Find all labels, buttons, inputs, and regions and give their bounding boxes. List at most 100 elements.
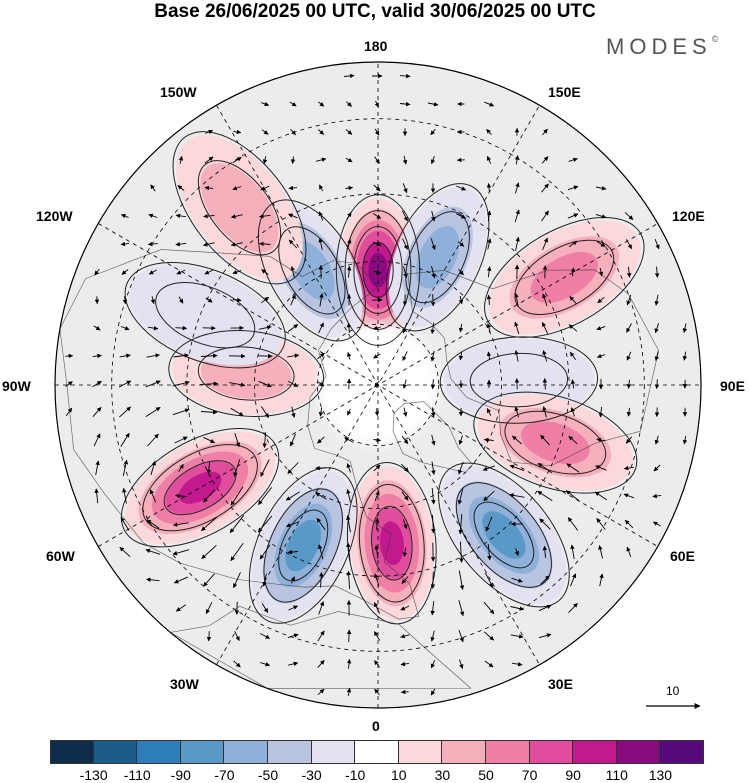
- wind-vector: [511, 577, 523, 583]
- wind-vector: [373, 464, 381, 472]
- colorbar: [50, 740, 704, 764]
- wind-vector: [625, 436, 633, 444]
- wind-vector: [654, 294, 659, 306]
- wind-vector: [120, 517, 130, 531]
- wind-vector: [565, 490, 580, 502]
- wind-vector: [541, 156, 549, 164]
- colorbar-tick-label: -110: [123, 767, 151, 783]
- wind-vector: [456, 185, 467, 191]
- wind-vector: [626, 266, 632, 278]
- lon-label-90w: 90W: [2, 378, 31, 394]
- wind-vector: [347, 238, 352, 250]
- wind-vector: [374, 156, 380, 164]
- wind-vector: [318, 572, 324, 588]
- latitude-circle: [316, 323, 440, 447]
- wind-vector: [120, 325, 130, 331]
- contour-line: [439, 336, 599, 424]
- contour-line: [172, 131, 307, 285]
- lon-label-60e: 60E: [670, 548, 695, 564]
- wind-vector: [175, 241, 187, 247]
- wind-vector: [290, 156, 296, 164]
- wind-vector: [233, 660, 241, 668]
- wind-vector: [597, 296, 605, 304]
- colorbar-cell: [486, 740, 530, 764]
- wind-vector: [402, 238, 408, 250]
- colorbar-cell: [93, 740, 138, 764]
- contour-line: [120, 427, 280, 548]
- wind-vector: [430, 128, 436, 136]
- wind-vector: [146, 577, 160, 582]
- wind-vector: [258, 487, 272, 505]
- wind-vector: [373, 184, 381, 192]
- wind-vector: [146, 353, 160, 358]
- lon-label-150w: 150W: [160, 84, 197, 100]
- wind-vector: [623, 493, 635, 499]
- wind-vector: [346, 489, 351, 503]
- wind-vector: [120, 213, 129, 219]
- colorbar-tick-label: -10: [345, 767, 366, 783]
- colorbar-tick-label: -30: [301, 767, 322, 783]
- wind-vector: [319, 293, 324, 307]
- wind-vector: [65, 407, 73, 417]
- wind-vector: [65, 381, 73, 387]
- wind-vector: [430, 659, 436, 669]
- wind-vector: [262, 432, 267, 449]
- wind-vector: [317, 381, 325, 387]
- wind-vector: [176, 269, 186, 275]
- contour-line: [155, 282, 256, 349]
- wind-vector: [230, 242, 243, 247]
- contour-line: [473, 501, 535, 569]
- wind-vector: [372, 213, 382, 219]
- wind-vector: [319, 184, 324, 192]
- anomaly-level: [482, 511, 526, 559]
- wind-vector: [346, 629, 352, 643]
- wind-vector: [626, 546, 632, 558]
- wind-vector: [317, 101, 325, 107]
- wind-vector: [458, 435, 463, 445]
- wind-vector: [514, 321, 520, 335]
- wind-vector: [205, 129, 214, 135]
- wind-vector: [458, 461, 464, 475]
- colorbar-tick-label: -90: [170, 767, 191, 783]
- wind-vector: [173, 576, 188, 584]
- wind-vector: [402, 266, 408, 279]
- wind-vector: [596, 518, 606, 530]
- colorbar-cell: [616, 740, 661, 764]
- wind-vector: [431, 487, 436, 505]
- wind-vector: [596, 437, 606, 443]
- wind-vector: [318, 237, 323, 250]
- wind-vector: [682, 435, 688, 445]
- wind-vector: [347, 408, 352, 416]
- wind-vector: [402, 322, 408, 334]
- wind-vector: [119, 353, 131, 358]
- wind-vector: [346, 463, 352, 473]
- contour-line: [263, 488, 343, 603]
- wind-vector: [233, 129, 242, 135]
- wind-vector: [261, 269, 269, 275]
- wind-vector: [230, 486, 244, 506]
- wind-vector: [373, 631, 381, 641]
- wind-vector: [541, 210, 549, 222]
- anomaly-level: [178, 471, 222, 504]
- wind-vector: [595, 185, 607, 191]
- wind-vector: [400, 661, 410, 667]
- wind-vector: [652, 521, 661, 527]
- colorbar-cell: [573, 740, 617, 764]
- wind-vector: [318, 601, 325, 615]
- wind-vector: [318, 322, 324, 334]
- wind-vector: [486, 210, 492, 222]
- wind-vector: [230, 543, 244, 562]
- wind-vector: [623, 465, 634, 471]
- wind-vector: [430, 379, 436, 390]
- contour-set: [120, 427, 280, 548]
- wind-vector: [430, 688, 436, 696]
- wind-vector: [487, 544, 492, 561]
- wind-vector: [200, 410, 218, 415]
- wind-vector: [346, 542, 351, 562]
- wind-vector: [261, 296, 270, 304]
- anomaly-level: [379, 521, 404, 566]
- wind-vector: [400, 605, 410, 611]
- colorbar-cell: [529, 740, 574, 764]
- wind-vector: [568, 324, 578, 332]
- wind-vector: [122, 459, 129, 476]
